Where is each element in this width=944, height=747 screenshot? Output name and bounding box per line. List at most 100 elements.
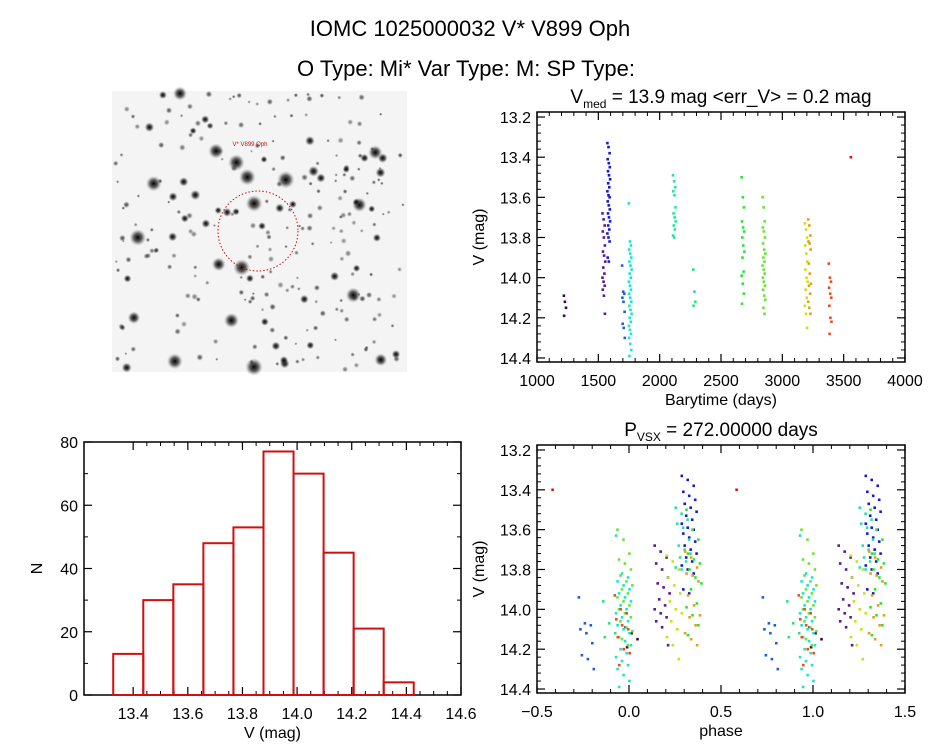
- star: [334, 179, 338, 183]
- star: [347, 119, 354, 126]
- phase-point: [840, 582, 843, 585]
- star: [334, 153, 339, 158]
- histogram-bar: [262, 450, 295, 696]
- phase-point: [876, 572, 879, 575]
- phase-point: [870, 552, 874, 555]
- histogram-bar: [232, 526, 265, 697]
- phase-point: [876, 558, 880, 561]
- star: [343, 316, 350, 323]
- lc-point: [602, 254, 606, 257]
- lc-point: [828, 292, 832, 295]
- lc-point: [606, 182, 610, 185]
- lc-point: [763, 236, 767, 239]
- star: [123, 274, 132, 283]
- star: [275, 203, 285, 213]
- phase-point: [654, 562, 658, 565]
- lc-point: [608, 165, 612, 169]
- lc-point: [672, 190, 675, 193]
- star: [123, 106, 130, 113]
- x-tick-label: 0.5: [710, 704, 732, 721]
- phase-point: [671, 643, 675, 647]
- lc-point: [849, 155, 853, 159]
- phase-point: [810, 576, 814, 579]
- histogram-bar: [382, 681, 415, 696]
- phase-point: [809, 626, 812, 629]
- star: [145, 237, 151, 243]
- phase-point: [670, 620, 673, 623]
- phase-point: [692, 572, 695, 575]
- phase-point: [616, 528, 619, 531]
- phase-point: [873, 552, 876, 555]
- lc-point: [607, 194, 610, 197]
- star: [179, 113, 184, 118]
- lc-point: [627, 292, 631, 295]
- phase-point: [807, 562, 811, 565]
- star: [190, 189, 201, 201]
- phase-point: [668, 600, 672, 603]
- star: [342, 189, 348, 194]
- phase-point: [861, 568, 865, 571]
- star: [193, 265, 198, 270]
- phase-point: [665, 635, 669, 639]
- lc-point: [622, 300, 625, 304]
- phase-point: [838, 620, 842, 623]
- x-tick-label: 14.2: [336, 706, 367, 723]
- star: [339, 298, 344, 303]
- star: [337, 95, 342, 100]
- phase-point: [619, 604, 622, 607]
- lc-point: [607, 204, 611, 207]
- lc-point: [809, 248, 812, 251]
- phase-point: [622, 647, 625, 651]
- star: [115, 267, 121, 273]
- phase-point: [870, 526, 873, 529]
- lc-point: [603, 260, 607, 263]
- star: [134, 123, 141, 130]
- x-tick-label: 13.6: [172, 706, 203, 723]
- phase-point: [809, 612, 812, 615]
- lc-point: [628, 328, 632, 332]
- lc-point: [809, 234, 812, 237]
- phase-point: [671, 560, 675, 563]
- phase-point: [870, 568, 873, 571]
- phase-point: [625, 608, 628, 611]
- star: [358, 94, 365, 101]
- lc-point: [673, 194, 676, 197]
- phase-point: [625, 612, 628, 615]
- title-subscript: VSX: [637, 430, 661, 444]
- lc-point: [763, 312, 766, 316]
- phase-point: [667, 576, 670, 579]
- phase-point: [867, 631, 871, 635]
- lc-point: [671, 234, 675, 237]
- star: [176, 209, 182, 215]
- lc-point: [828, 276, 832, 279]
- phase-point: [803, 647, 806, 651]
- star: [114, 259, 119, 264]
- x-tick-label: 14.4: [391, 706, 422, 723]
- star: [152, 247, 159, 254]
- star: [269, 327, 276, 334]
- lc-point: [603, 284, 606, 287]
- y-tick-label: 13.2: [500, 110, 531, 127]
- lc-point: [805, 236, 809, 239]
- star: [205, 90, 213, 98]
- phase-point: [855, 643, 859, 647]
- star: [273, 114, 277, 119]
- phase-point: [619, 574, 622, 577]
- phase-point: [690, 518, 694, 521]
- phase-point: [623, 596, 627, 599]
- star: [130, 346, 137, 353]
- star: [255, 102, 260, 106]
- lc-point: [830, 296, 833, 299]
- phase-point: [786, 600, 789, 603]
- star: [245, 358, 263, 376]
- phase-point: [687, 538, 691, 541]
- phase-point: [815, 584, 818, 587]
- star: [195, 296, 201, 302]
- star: [166, 264, 173, 270]
- phase-point: [867, 544, 870, 547]
- star: [236, 92, 243, 99]
- star: [352, 198, 361, 207]
- phase-point: [668, 592, 671, 595]
- phase-point: [583, 622, 587, 625]
